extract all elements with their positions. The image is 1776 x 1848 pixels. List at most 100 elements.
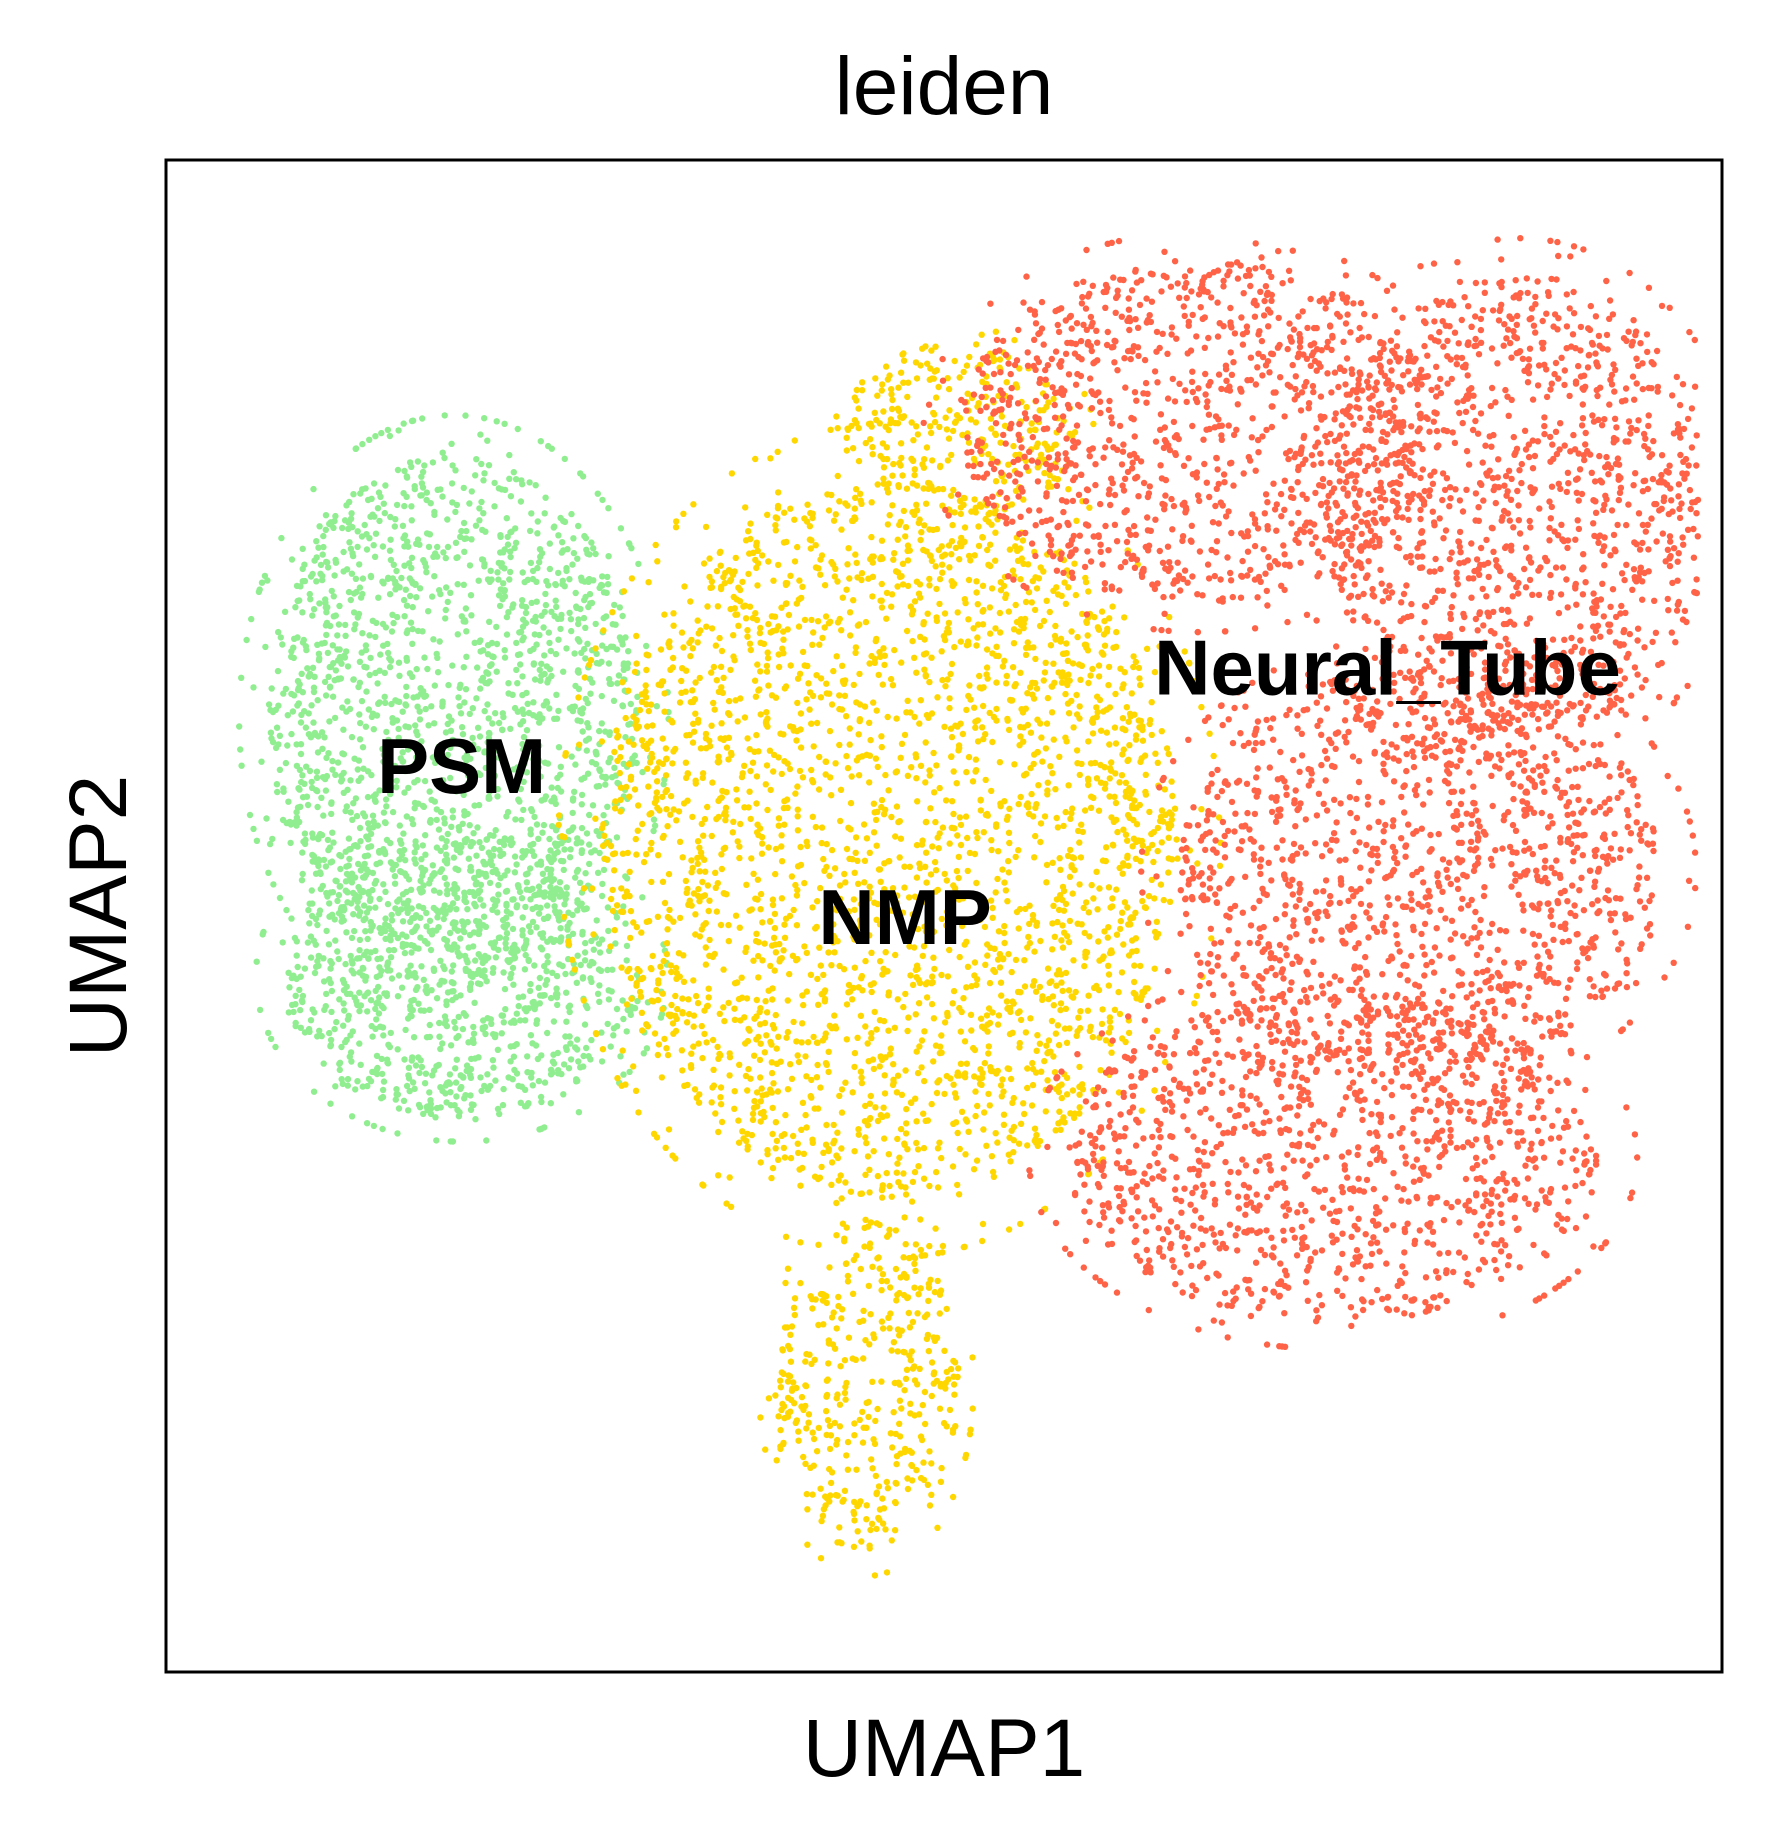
data-point [472, 472, 479, 479]
data-point [542, 590, 549, 598]
data-point [346, 855, 353, 863]
data-point [593, 917, 600, 924]
data-point [413, 844, 420, 851]
data-point [536, 974, 544, 982]
data-point [599, 880, 606, 888]
data-point [482, 1030, 489, 1038]
data-point [627, 700, 634, 708]
data-point [443, 584, 450, 591]
data-point [994, 956, 1002, 963]
data-point [638, 1009, 646, 1016]
data-point [330, 524, 337, 532]
data-point [689, 645, 696, 652]
data-point [380, 1032, 387, 1039]
data-point [1083, 949, 1091, 956]
data-point [742, 537, 750, 544]
data-point [1038, 1068, 1045, 1075]
data-point [837, 786, 845, 793]
data-point [1132, 991, 1139, 998]
data-point [834, 1129, 841, 1136]
data-point [1036, 622, 1044, 630]
data-point [979, 621, 987, 628]
data-point [828, 1159, 836, 1166]
data-point [333, 1018, 340, 1026]
data-point [337, 865, 344, 873]
data-point [400, 1097, 408, 1105]
data-point [419, 842, 426, 849]
data-point [1106, 793, 1113, 800]
data-point [642, 682, 649, 689]
data-point [996, 950, 1004, 958]
data-point [558, 889, 565, 896]
data-point [322, 863, 330, 870]
data-point [354, 1001, 361, 1009]
data-point [546, 565, 554, 573]
data-point [352, 1086, 359, 1093]
data-point [404, 538, 411, 545]
data-point [885, 1027, 892, 1034]
data-point [437, 1084, 444, 1091]
data-point [290, 644, 297, 651]
data-point [457, 992, 464, 999]
data-point [512, 539, 520, 546]
data-point [472, 957, 479, 964]
data-point [852, 551, 859, 558]
data-point [797, 744, 805, 751]
data-point [296, 986, 303, 994]
data-point [1173, 836, 1180, 843]
data-point [716, 634, 723, 642]
data-point [291, 934, 299, 942]
data-point [572, 589, 579, 597]
data-point [1045, 1037, 1053, 1044]
data-point [866, 752, 874, 759]
data-point [622, 873, 629, 880]
data-point [894, 996, 901, 1003]
data-point [1146, 720, 1153, 728]
data-point [348, 967, 355, 974]
data-point [415, 1054, 422, 1061]
data-point [735, 1139, 743, 1146]
data-point [661, 1035, 668, 1043]
data-point [569, 561, 576, 568]
data-point [817, 694, 825, 701]
data-point [863, 1139, 870, 1147]
data-point [550, 1018, 558, 1025]
data-point [713, 567, 721, 575]
data-point [851, 869, 858, 876]
data-point [362, 915, 369, 922]
data-point [1106, 741, 1113, 748]
data-point [448, 823, 455, 830]
data-point [708, 625, 716, 632]
data-point [877, 958, 884, 965]
data-point [560, 1091, 567, 1098]
data-point [1004, 1004, 1012, 1012]
data-point [1100, 631, 1108, 638]
data-point [797, 843, 804, 851]
data-point [519, 718, 527, 725]
data-point [769, 1164, 777, 1172]
data-point [718, 1118, 726, 1126]
data-point [1021, 957, 1028, 964]
data-point [401, 467, 408, 475]
data-point [1103, 706, 1110, 713]
data-point [473, 695, 480, 702]
data-point [832, 565, 839, 572]
data-point [378, 1055, 385, 1063]
data-point [561, 518, 569, 526]
data-point [246, 811, 254, 819]
data-point [744, 1130, 751, 1138]
data-point [470, 1030, 478, 1037]
data-point [503, 930, 511, 937]
data-point [780, 636, 787, 643]
data-point [408, 743, 415, 750]
data-point [787, 662, 794, 669]
data-point [398, 906, 405, 913]
data-point [366, 897, 374, 904]
data-point [401, 1056, 408, 1063]
data-point [653, 703, 660, 710]
data-point [343, 502, 350, 509]
data-point [1058, 937, 1065, 944]
data-point [308, 887, 315, 894]
data-point [605, 759, 612, 766]
data-point [393, 567, 400, 575]
